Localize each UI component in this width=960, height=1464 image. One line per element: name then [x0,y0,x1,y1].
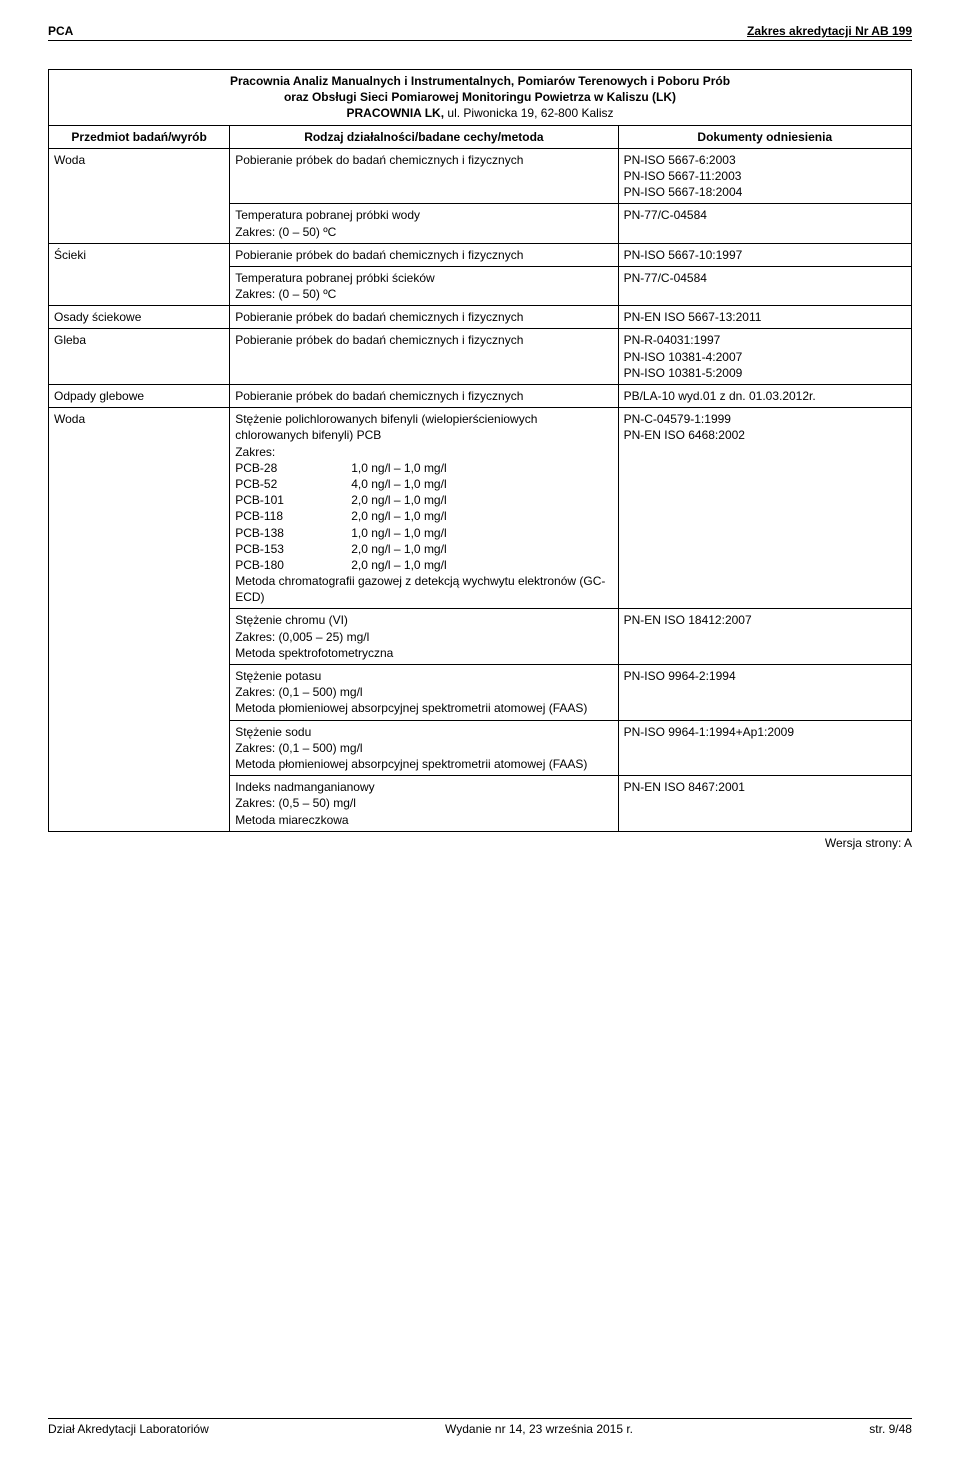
doc-cell: PN-EN ISO 18412:2007 [618,609,911,665]
header-right: Zakres akredytacji Nr AB 199 [747,24,912,38]
accreditation-table: Pracownia Analiz Manualnych i Instrument… [48,69,912,832]
pcb-range: 2,0 ng/l – 1,0 mg/l [351,508,612,524]
doc-cell: PN-EN ISO 8467:2001 [618,776,911,832]
col-doc-header: Dokumenty odniesienia [618,125,911,148]
version-label: Wersja strony: A [48,836,912,850]
subject-cell: Odpady glebowe [49,385,230,408]
col-method-header: Rodzaj działalności/badane cechy/metoda [230,125,618,148]
pcb-name: PCB-180 [235,557,315,573]
table-header-row: Przedmiot badań/wyrób Rodzaj działalnośc… [49,125,912,148]
pcb-name: PCB-28 [235,460,315,476]
pcb-zakres-label: Zakres: [235,444,612,460]
doc-cell: PN-ISO 9964-2:1994 [618,665,911,721]
method-cell: Pobieranie próbek do badań chemicznych i… [230,385,618,408]
page-spacer [48,850,912,1410]
footer-center: Wydanie nr 14, 23 września 2015 r. [445,1422,633,1436]
pcb-name: PCB-118 [235,508,315,524]
method-cell: Stężenie potasu Zakres: (0,1 – 500) mg/l… [230,665,618,721]
table-title: Pracownia Analiz Manualnych i Instrument… [49,70,912,126]
doc-cell: PB/LA-10 wyd.01 z dn. 01.03.2012r. [618,385,911,408]
title-line-3-suffix: ul. Piwonicka 19, 62-800 Kalisz [447,106,613,120]
doc-cell: PN-77/C-04584 [618,266,911,305]
subject-cell: Osady ściekowe [49,306,230,329]
pcb-range-list: PCB-28 1,0 ng/l – 1,0 mg/l PCB-52 4,0 ng/l… [235,460,612,573]
pcb-range: 4,0 ng/l – 1,0 mg/l [351,476,612,492]
title-line-1: Pracownia Analiz Manualnych i Instrument… [54,73,906,89]
pcb-range: 2,0 ng/l – 1,0 mg/l [351,557,612,573]
pcb-method-text: Metoda chromatografii gazowej z detekcją… [235,573,612,605]
method-cell: Temperatura pobranej próbki wody Zakres:… [230,204,618,243]
subject-cell: Gleba [49,329,230,385]
pcb-name: PCB-153 [235,541,315,557]
pcb-range: 1,0 ng/l – 1,0 mg/l [351,525,612,541]
doc-cell: PN-R-04031:1997 PN-ISO 10381-4:2007 PN-I… [618,329,911,385]
doc-cell: PN-ISO 5667-10:1997 [618,243,911,266]
method-cell: Pobieranie próbek do badań chemicznych i… [230,306,618,329]
table-row: Woda Pobieranie próbek do badań chemiczn… [49,148,912,204]
footer-left: Dział Akredytacji Laboratoriów [48,1422,209,1436]
header-left: PCA [48,24,73,38]
table-row: Odpady glebowe Pobieranie próbek do bada… [49,385,912,408]
page-footer: Dział Akredytacji Laboratoriów Wydanie n… [48,1418,912,1436]
pcb-range: 2,0 ng/l – 1,0 mg/l [351,492,612,508]
subject-cell: Woda [49,148,230,243]
subject-cell: Ścieki [49,243,230,306]
table-row: Woda Stężenie polichlorowanych bifenyli … [49,408,912,609]
method-cell: Pobieranie próbek do badań chemicznych i… [230,243,618,266]
doc-cell: PN-ISO 9964-1:1994+Ap1:2009 [618,720,911,776]
pcb-name: PCB-101 [235,492,315,508]
doc-cell: PN-C-04579-1:1999 PN-EN ISO 6468:2002 [618,408,911,609]
table-row: Gleba Pobieranie próbek do badań chemicz… [49,329,912,385]
doc-cell: PN-ISO 5667-6:2003 PN-ISO 5667-11:2003 P… [618,148,911,204]
table-row: Ścieki Pobieranie próbek do badań chemic… [49,243,912,266]
page-header: PCA Zakres akredytacji Nr AB 199 [48,24,912,41]
title-line-3: PRACOWNIA LK, ul. Piwonicka 19, 62-800 K… [54,105,906,121]
method-cell: Stężenie chromu (VI) Zakres: (0,005 – 25… [230,609,618,665]
pcb-title: Stężenie polichlorowanych bifenyli (wiel… [235,411,612,443]
pcb-range: 1,0 ng/l – 1,0 mg/l [351,460,612,476]
method-cell: Indeks nadmanganianowy Zakres: (0,5 – 50… [230,776,618,832]
col-subject-header: Przedmiot badań/wyrób [49,125,230,148]
method-cell: Pobieranie próbek do badań chemicznych i… [230,148,618,204]
method-cell-pcb: Stężenie polichlorowanych bifenyli (wiel… [230,408,618,609]
pcb-name: PCB-138 [235,525,315,541]
pcb-name: PCB-52 [235,476,315,492]
pcb-range: 2,0 ng/l – 1,0 mg/l [351,541,612,557]
doc-cell: PN-EN ISO 5667-13:2011 [618,306,911,329]
method-cell: Pobieranie próbek do badań chemicznych i… [230,329,618,385]
title-line-3-bold: PRACOWNIA LK, [347,106,448,120]
table-title-row: Pracownia Analiz Manualnych i Instrument… [49,70,912,126]
doc-cell: PN-77/C-04584 [618,204,911,243]
method-cell: Temperatura pobranej próbki ścieków Zakr… [230,266,618,305]
title-line-2: oraz Obsługi Sieci Pomiarowej Monitoring… [54,89,906,105]
footer-right: str. 9/48 [869,1422,912,1436]
table-row: Osady ściekowe Pobieranie próbek do bada… [49,306,912,329]
method-cell: Stężenie sodu Zakres: (0,1 – 500) mg/l M… [230,720,618,776]
subject-cell: Woda [49,408,230,832]
